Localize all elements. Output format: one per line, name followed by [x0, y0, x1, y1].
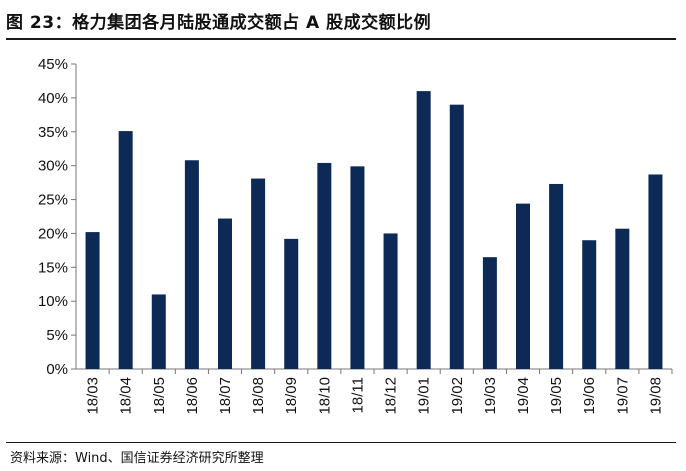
bar-18-03: [85, 232, 100, 369]
bar-19-02: [449, 104, 464, 370]
figure-title: 图 23：格力集团各月陆股通成交额占 A 股成交额比例: [6, 12, 432, 33]
bar-18-07: [218, 218, 232, 369]
x-tick-label: 18/09: [283, 377, 300, 415]
x-tick-label: 19/05: [548, 377, 565, 415]
y-tick-label: 15%: [38, 259, 68, 276]
y-tick-label: 10%: [38, 293, 68, 310]
bar-18-04: [118, 131, 133, 369]
x-tick-label: 18/07: [217, 377, 234, 415]
x-tick-label: 18/10: [316, 377, 333, 415]
x-tick-label: 18/12: [383, 377, 400, 415]
bar-chart: 0%5%10%15%20%25%30%35%40%45% 18/03 18/04 1…: [38, 56, 673, 415]
bar-19-08: [648, 174, 663, 369]
bar-18-05: [151, 294, 166, 369]
x-tick-label: 18/06: [184, 377, 201, 415]
x-tick-label: 18/05: [151, 377, 168, 415]
bar-18-09: [284, 238, 299, 369]
y-tick-label: 30%: [38, 158, 68, 175]
y-tick-label: 45%: [38, 56, 68, 73]
x-tick-label: 19/06: [581, 377, 598, 415]
x-tick-label: 18/08: [250, 377, 267, 415]
footer-divider: [6, 442, 676, 443]
x-tick-label: 18/11: [349, 377, 366, 413]
figure-title-bar: 图 23：格力集团各月陆股通成交额占 A 股成交额比例: [6, 6, 676, 34]
y-tick-label: 25%: [38, 192, 68, 209]
x-tick-label: 19/04: [515, 377, 532, 415]
y-tick-label: 0%: [46, 361, 68, 378]
bar-18-10: [317, 162, 332, 369]
x-tick-label: 18/04: [118, 377, 135, 415]
bar-19-06: [582, 240, 597, 369]
x-tick-label: 19/08: [647, 377, 664, 415]
bar-19-05: [549, 183, 564, 369]
x-tick-label: 18/03: [85, 377, 102, 415]
bar-19-01: [416, 91, 431, 369]
bar-19-07: [615, 228, 630, 369]
bar-18-12: [383, 233, 398, 369]
bar-19-03: [482, 257, 497, 369]
bar-18-08: [251, 178, 266, 369]
x-tick-label: 19/02: [449, 377, 466, 415]
bars: [85, 91, 663, 370]
x-tick-label: 19/07: [614, 377, 631, 415]
x-axis: 18/03 18/04 18/05 18/06 18/07 18/08 18/09 18/10…: [76, 368, 673, 415]
y-tick-label: 20%: [38, 225, 68, 242]
bar-19-04: [516, 203, 530, 369]
y-axis: 0% 5% 10% 15% 20% 25% 30% 35% 40% 45%: [38, 56, 77, 378]
source-note: 资料来源：Wind、国信证券经济研究所整理: [10, 451, 264, 466]
bar-18-11: [350, 166, 365, 369]
bar-18-06: [184, 160, 199, 369]
y-tick-label: 5%: [46, 327, 68, 344]
x-tick-label: 19/03: [482, 377, 499, 415]
title-divider: [6, 38, 676, 40]
y-tick-label: 40%: [38, 90, 68, 107]
y-tick-label: 35%: [38, 124, 68, 141]
x-tick-label: 19/01: [416, 377, 433, 415]
